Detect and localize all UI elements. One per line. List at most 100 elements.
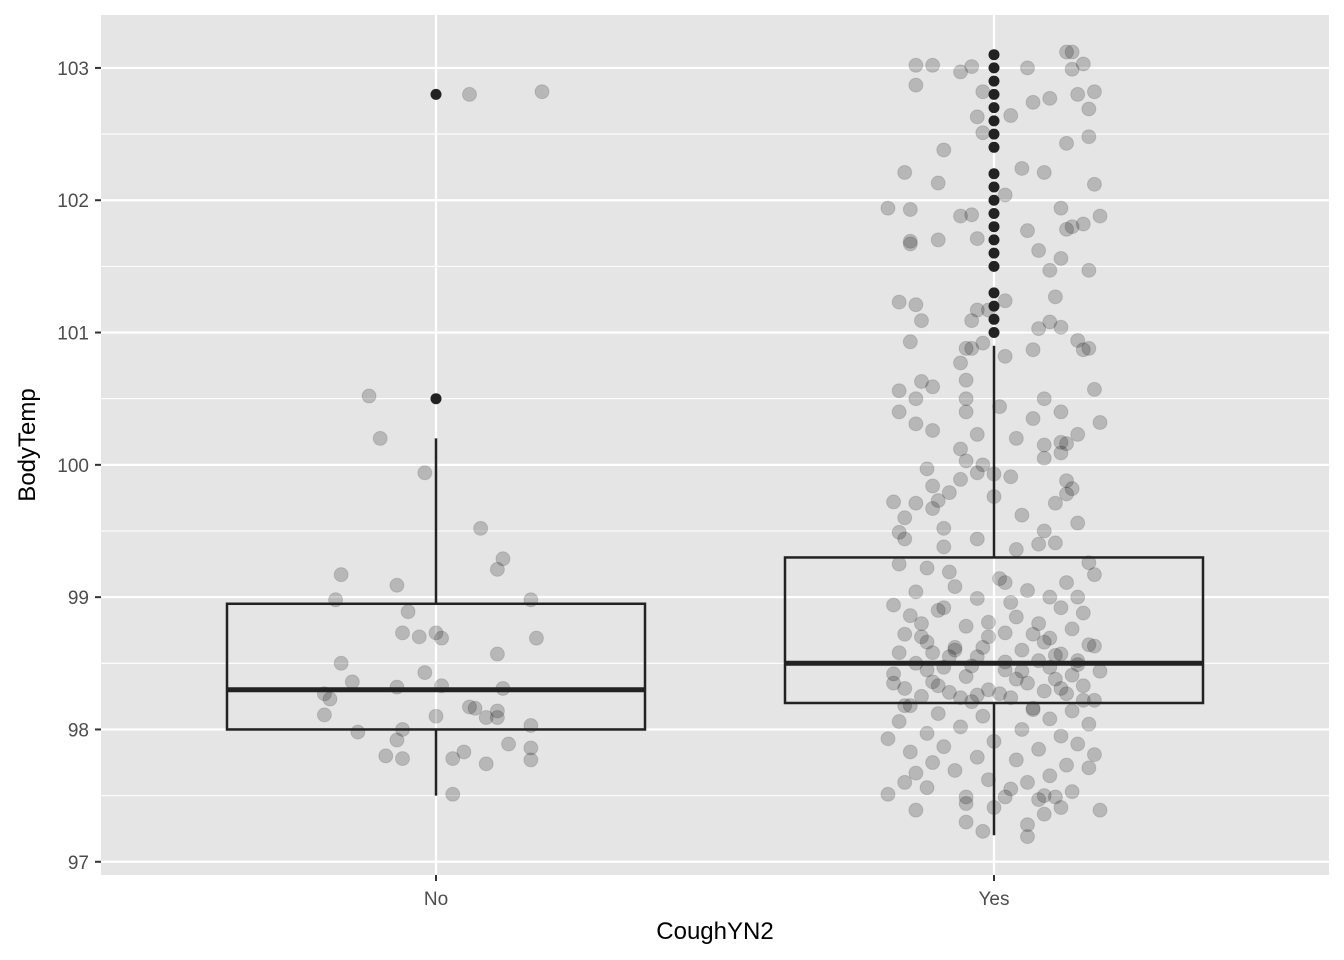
jitter-point bbox=[975, 125, 991, 141]
jitter-point bbox=[958, 796, 974, 812]
jitter-point bbox=[936, 739, 952, 755]
jitter-point bbox=[925, 478, 941, 494]
jitter-point bbox=[1025, 411, 1041, 427]
jitter-point bbox=[1086, 567, 1102, 583]
jitter-point bbox=[980, 629, 996, 645]
jitter-point bbox=[1014, 721, 1030, 737]
jitter-point bbox=[925, 674, 941, 690]
outlier-point bbox=[988, 327, 1000, 339]
jitter-point bbox=[997, 293, 1013, 309]
jitter-point bbox=[880, 731, 896, 747]
jitter-point bbox=[1059, 486, 1075, 502]
y-tick-label: 100 bbox=[57, 456, 89, 477]
jitter-point bbox=[523, 752, 539, 768]
jitter-point bbox=[969, 465, 985, 481]
jitter-point bbox=[333, 655, 349, 671]
jitter-point bbox=[1047, 789, 1063, 805]
jitter-points bbox=[316, 44, 1108, 845]
jitter-point bbox=[925, 57, 941, 73]
jitter-point bbox=[395, 751, 411, 767]
jitter-point bbox=[1070, 332, 1086, 348]
jitter-point bbox=[891, 383, 907, 399]
jitter-point bbox=[969, 749, 985, 765]
jitter-point bbox=[1036, 788, 1052, 804]
jitter-point bbox=[897, 626, 913, 642]
jitter-point bbox=[1064, 621, 1080, 637]
jitter-point bbox=[880, 200, 896, 216]
jitter-point bbox=[930, 175, 946, 191]
jitter-point bbox=[1008, 430, 1024, 446]
jitter-point bbox=[1064, 481, 1080, 497]
y-axis: 97 98 99 100 101 102 103 bbox=[57, 59, 101, 874]
jitter-point bbox=[1025, 94, 1041, 110]
jitter-point bbox=[975, 457, 991, 473]
y-tick-label: 102 bbox=[57, 191, 89, 212]
jitter-point bbox=[316, 707, 332, 723]
jitter-point bbox=[964, 207, 980, 223]
jitter-point bbox=[1059, 757, 1075, 773]
jitter-point bbox=[361, 388, 377, 404]
jitter-point bbox=[919, 461, 935, 477]
jitter-point bbox=[1036, 523, 1052, 539]
jitter-point bbox=[1014, 160, 1030, 176]
jitter-point bbox=[941, 684, 957, 700]
outlier-point bbox=[988, 128, 1000, 140]
jitter-point bbox=[997, 789, 1013, 805]
jitter-point bbox=[1075, 678, 1091, 694]
y-tick-label: 101 bbox=[57, 324, 89, 345]
jitter-point bbox=[344, 674, 360, 690]
jitter-point bbox=[908, 297, 924, 313]
jitter-point bbox=[902, 236, 918, 252]
outlier-point bbox=[988, 88, 1000, 100]
jitter-point bbox=[1036, 634, 1052, 650]
jitter-point bbox=[1059, 44, 1075, 60]
jitter-point bbox=[1008, 609, 1024, 625]
jitter-point bbox=[1081, 262, 1097, 278]
outlier-point bbox=[988, 49, 1000, 61]
jitter-point bbox=[1008, 671, 1024, 687]
jitter-point bbox=[958, 814, 974, 830]
jitter-point bbox=[1042, 768, 1058, 784]
jitter-point bbox=[1086, 176, 1102, 192]
jitter-point bbox=[897, 698, 913, 714]
jitter-point bbox=[913, 629, 929, 645]
jitter-point bbox=[456, 744, 472, 760]
jitter-point bbox=[936, 142, 952, 158]
jitter-point bbox=[389, 732, 405, 748]
jitter-point bbox=[891, 404, 907, 420]
jitter-point bbox=[997, 187, 1013, 203]
jitter-point bbox=[902, 608, 918, 624]
jitter-point bbox=[1019, 675, 1035, 691]
jitter-point bbox=[467, 700, 483, 716]
jitter-point bbox=[1014, 663, 1030, 679]
jitter-point bbox=[953, 441, 969, 457]
jitter-point bbox=[997, 348, 1013, 364]
box-iqr bbox=[225, 602, 647, 731]
jitter-point bbox=[1042, 314, 1058, 330]
jitter-point bbox=[1053, 319, 1069, 335]
box-yes bbox=[783, 49, 1205, 836]
jitter-point bbox=[1047, 671, 1063, 687]
y-tick-label: 99 bbox=[68, 588, 89, 609]
jitter-point bbox=[1081, 555, 1097, 571]
jitter-point bbox=[925, 422, 941, 438]
jitter-point bbox=[1064, 44, 1080, 60]
jitter-point bbox=[919, 634, 935, 650]
jitter-point bbox=[534, 84, 550, 100]
jitter-point bbox=[1053, 800, 1069, 816]
jitter-point bbox=[445, 786, 461, 802]
jitter-point bbox=[992, 399, 1008, 415]
jitter-point bbox=[897, 680, 913, 696]
jitter-point bbox=[980, 772, 996, 788]
jitter-point bbox=[478, 710, 494, 726]
jitter-point bbox=[930, 706, 946, 722]
jitter-point bbox=[975, 335, 991, 351]
jitter-point bbox=[372, 430, 388, 446]
jitter-point bbox=[417, 465, 433, 481]
jitter-point bbox=[1092, 802, 1108, 818]
jitter-point bbox=[1086, 638, 1102, 654]
outlier-point bbox=[988, 287, 1000, 299]
jitter-point bbox=[1064, 784, 1080, 800]
jitter-point bbox=[1059, 135, 1075, 151]
jitter-point bbox=[908, 416, 924, 432]
